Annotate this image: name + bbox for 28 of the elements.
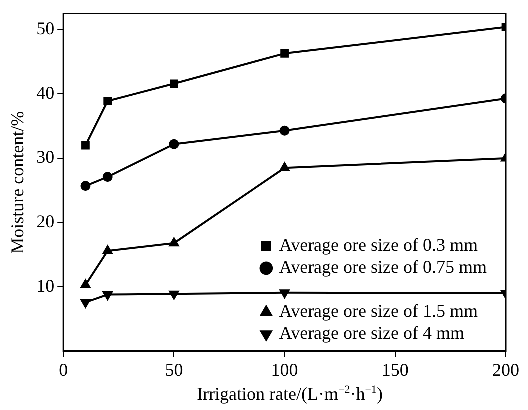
x-tick-label: 0 (59, 360, 68, 380)
legend-label: Average ore size of 0.3 mm (279, 235, 478, 256)
point (102, 292, 113, 300)
point (80, 181, 91, 192)
y-tick-label: 40 (36, 82, 55, 103)
legend-label: Average ore size of 1.5 mm (279, 301, 478, 322)
point (280, 126, 290, 136)
point (169, 139, 180, 150)
point (102, 172, 113, 182)
y-axis-title: Moisture content/% (8, 111, 28, 254)
point (280, 290, 290, 298)
y-tick-label: 20 (36, 212, 55, 232)
point (169, 290, 180, 300)
point (104, 97, 112, 106)
point (280, 49, 289, 58)
point (82, 141, 90, 150)
point (170, 80, 178, 88)
y-tick-label: 10 (36, 276, 55, 296)
x-tick-label: 150 (382, 360, 409, 380)
y-tick-label: 30 (36, 147, 55, 168)
y-tick-label: 50 (36, 18, 55, 39)
x-tick-label: 100 (271, 360, 298, 380)
x-tick-label: 200 (492, 360, 520, 380)
point (80, 299, 91, 308)
x-axis-title: Irrigation rate/(L·m$^{−2}$·h$^{−1}$) (196, 384, 384, 405)
x-tick-label: 50 (165, 360, 184, 380)
legend-label: Average ore size of 0.75 mm (279, 257, 488, 278)
legend-label: Average ore size of 4 mm (279, 323, 465, 344)
